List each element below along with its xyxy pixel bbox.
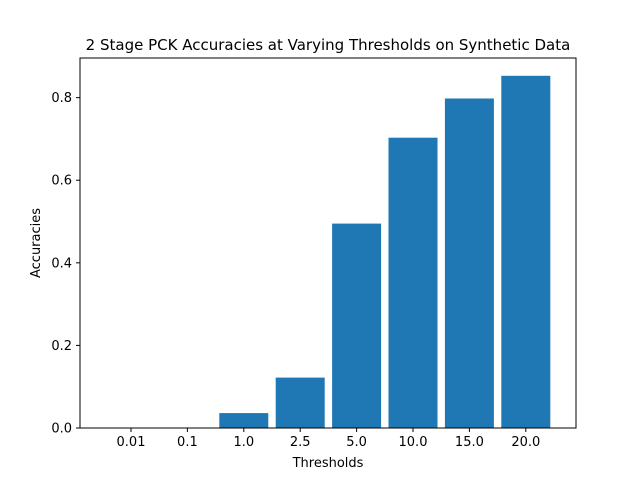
x-tick-label: 0.1 bbox=[177, 435, 198, 450]
y-tick-label: 0.2 bbox=[51, 339, 72, 354]
y-axis-label: Accuracies bbox=[29, 208, 44, 278]
x-tick-label: 0.01 bbox=[117, 435, 146, 450]
y-tick-label: 0.8 bbox=[51, 91, 72, 106]
bar-5.0 bbox=[332, 223, 382, 428]
x-tick-label: 10.0 bbox=[399, 435, 428, 450]
y-tick-label: 0.6 bbox=[51, 174, 72, 189]
bar-2.5 bbox=[275, 377, 325, 428]
plot-frame bbox=[79, 57, 577, 429]
x-tick-label: 1.0 bbox=[233, 435, 254, 450]
y-axis-ticks: 0.0 0.2 0.4 0.6 0.8 bbox=[51, 91, 80, 437]
x-tick-label: 15.0 bbox=[455, 435, 484, 450]
bar-10.0 bbox=[388, 137, 438, 428]
bar-15.0 bbox=[444, 98, 494, 428]
x-tick-label: 5.0 bbox=[346, 435, 367, 450]
x-axis-ticks: 0.01 0.1 1.0 2.5 5.0 10.0 15.0 20.0 bbox=[117, 428, 540, 450]
bar-1.0 bbox=[219, 413, 269, 428]
x-axis-label: Thresholds bbox=[292, 456, 364, 471]
x-tick-label: 2.5 bbox=[290, 435, 311, 450]
y-tick-label: 0.4 bbox=[51, 256, 72, 271]
bars-group bbox=[219, 75, 551, 429]
y-tick-label: 0.0 bbox=[51, 422, 72, 437]
chart-title: 2 Stage PCK Accuracies at Varying Thresh… bbox=[86, 36, 571, 54]
x-tick-label: 20.0 bbox=[511, 435, 540, 450]
bar-20.0 bbox=[501, 75, 551, 429]
